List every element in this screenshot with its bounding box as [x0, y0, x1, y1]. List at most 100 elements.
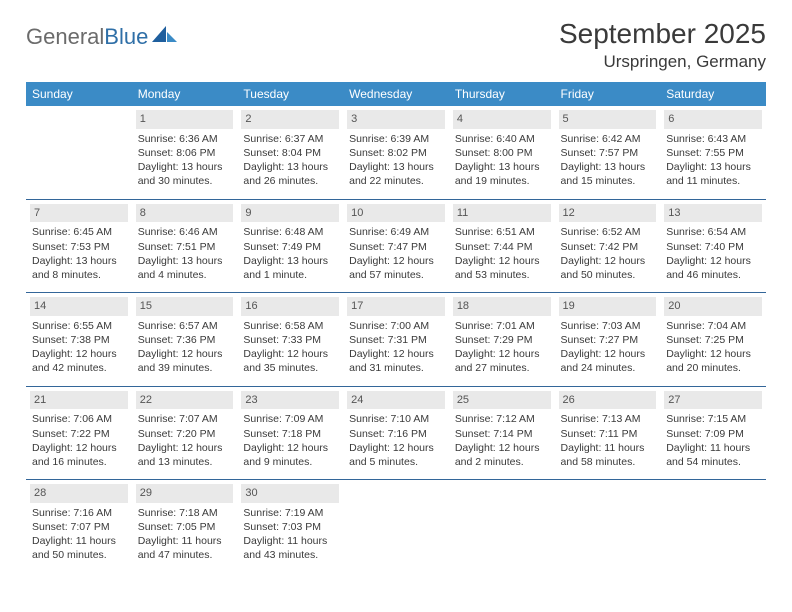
sunset-text: Sunset: 7:40 PM: [666, 240, 760, 254]
sunrise-text: Sunrise: 7:15 AM: [666, 412, 760, 426]
daylight-text: Daylight: 12 hours and 39 minutes.: [138, 347, 232, 375]
calendar-week-row: 28Sunrise: 7:16 AMSunset: 7:07 PMDayligh…: [26, 480, 766, 573]
sunrise-text: Sunrise: 6:45 AM: [32, 225, 126, 239]
sunset-text: Sunset: 7:11 PM: [561, 427, 655, 441]
daylight-text: Daylight: 11 hours and 47 minutes.: [138, 534, 232, 562]
daylight-text: Daylight: 13 hours and 19 minutes.: [455, 160, 549, 188]
cell-content: Sunrise: 6:58 AMSunset: 7:33 PMDaylight:…: [241, 319, 339, 376]
sunrise-text: Sunrise: 6:54 AM: [666, 225, 760, 239]
cell-content: Sunrise: 6:55 AMSunset: 7:38 PMDaylight:…: [30, 319, 128, 376]
sunrise-text: Sunrise: 6:39 AM: [349, 132, 443, 146]
daylight-text: Daylight: 12 hours and 24 minutes.: [561, 347, 655, 375]
sunrise-text: Sunrise: 7:07 AM: [138, 412, 232, 426]
daylight-text: Daylight: 12 hours and 16 minutes.: [32, 441, 126, 469]
cell-content: Sunrise: 7:07 AMSunset: 7:20 PMDaylight:…: [136, 412, 234, 469]
daylight-text: Daylight: 12 hours and 13 minutes.: [138, 441, 232, 469]
sunset-text: Sunset: 7:38 PM: [32, 333, 126, 347]
sunset-text: Sunset: 7:31 PM: [349, 333, 443, 347]
cell-content: Sunrise: 7:10 AMSunset: 7:16 PMDaylight:…: [347, 412, 445, 469]
calendar-cell: 4Sunrise: 6:40 AMSunset: 8:00 PMDaylight…: [449, 106, 555, 199]
cell-content: Sunrise: 6:57 AMSunset: 7:36 PMDaylight:…: [136, 319, 234, 376]
day-header: Friday: [555, 82, 661, 106]
daylight-text: Daylight: 13 hours and 11 minutes.: [666, 160, 760, 188]
calendar-cell: 16 Sunrise: 6:58 AMSunset: 7:33 PMDayligh…: [237, 293, 343, 387]
day-number: 8: [136, 204, 234, 223]
day-number: 15: [136, 297, 234, 316]
cell-content: Sunrise: 7:18 AMSunset: 7:05 PMDaylight:…: [136, 506, 234, 563]
sunset-text: Sunset: 8:02 PM: [349, 146, 443, 160]
calendar-cell: 26Sunrise: 7:13 AMSunset: 7:11 PMDayligh…: [555, 386, 661, 480]
calendar-cell: 29Sunrise: 7:18 AMSunset: 7:05 PMDayligh…: [132, 480, 238, 573]
cell-content: Sunrise: 7:13 AMSunset: 7:11 PMDaylight:…: [559, 412, 657, 469]
sunset-text: Sunset: 7:44 PM: [455, 240, 549, 254]
calendar-cell: 9Sunrise: 6:48 AMSunset: 7:49 PMDaylight…: [237, 199, 343, 293]
day-number: 14: [30, 297, 128, 316]
daylight-text: Daylight: 12 hours and 31 minutes.: [349, 347, 443, 375]
day-number: 10: [347, 204, 445, 223]
daylight-text: Daylight: 12 hours and 5 minutes.: [349, 441, 443, 469]
cell-content: Sunrise: 6:52 AMSunset: 7:42 PMDaylight:…: [559, 225, 657, 282]
day-number: 16: [241, 297, 339, 316]
calendar-cell: 28Sunrise: 7:16 AMSunset: 7:07 PMDayligh…: [26, 480, 132, 573]
sunset-text: Sunset: 7:42 PM: [561, 240, 655, 254]
daylight-text: Daylight: 12 hours and 2 minutes.: [455, 441, 549, 469]
daylight-text: Daylight: 12 hours and 50 minutes.: [561, 254, 655, 282]
daylight-text: Daylight: 13 hours and 1 minute.: [243, 254, 337, 282]
sunset-text: Sunset: 8:06 PM: [138, 146, 232, 160]
cell-content: Sunrise: 7:12 AMSunset: 7:14 PMDaylight:…: [453, 412, 551, 469]
calendar-cell: 14 Sunrise: 6:55 AMSunset: 7:38 PMDayligh…: [26, 293, 132, 387]
sunrise-text: Sunrise: 6:37 AM: [243, 132, 337, 146]
sunrise-text: Sunrise: 7:18 AM: [138, 506, 232, 520]
calendar-cell: 24Sunrise: 7:10 AMSunset: 7:16 PMDayligh…: [343, 386, 449, 480]
cell-content: Sunrise: 7:15 AMSunset: 7:09 PMDaylight:…: [664, 412, 762, 469]
day-number: 23: [241, 391, 339, 410]
calendar-cell: 30 Sunrise: 7:19 AMSunset: 7:03 PMDayligh…: [237, 480, 343, 573]
day-header: Saturday: [660, 82, 766, 106]
cell-content: Sunrise: 7:19 AMSunset: 7:03 PMDaylight:…: [241, 506, 339, 563]
day-number: 2: [241, 110, 339, 129]
calendar-cell: 25Sunrise: 7:12 AMSunset: 7:14 PMDayligh…: [449, 386, 555, 480]
calendar-cell: [449, 480, 555, 573]
sunrise-text: Sunrise: 6:36 AM: [138, 132, 232, 146]
sunset-text: Sunset: 7:36 PM: [138, 333, 232, 347]
calendar-cell: [555, 480, 661, 573]
cell-content: Sunrise: 6:42 AMSunset: 7:57 PMDaylight:…: [559, 132, 657, 189]
sunrise-text: Sunrise: 7:03 AM: [561, 319, 655, 333]
calendar-cell: 15 Sunrise: 6:57 AMSunset: 7:36 PMDayligh…: [132, 293, 238, 387]
sunrise-text: Sunrise: 7:06 AM: [32, 412, 126, 426]
calendar-week-row: 21 Sunrise: 7:06 AMSunset: 7:22 PMDayligh…: [26, 386, 766, 480]
day-number: 5: [559, 110, 657, 129]
sunset-text: Sunset: 7:25 PM: [666, 333, 760, 347]
calendar-cell: [660, 480, 766, 573]
sunset-text: Sunset: 7:49 PM: [243, 240, 337, 254]
daylight-text: Daylight: 13 hours and 26 minutes.: [243, 160, 337, 188]
day-header: Monday: [132, 82, 238, 106]
sunrise-text: Sunrise: 6:49 AM: [349, 225, 443, 239]
sunset-text: Sunset: 7:53 PM: [32, 240, 126, 254]
day-number: 6: [664, 110, 762, 129]
day-number: 30: [241, 484, 339, 503]
sunset-text: Sunset: 7:27 PM: [561, 333, 655, 347]
sunset-text: Sunset: 7:20 PM: [138, 427, 232, 441]
sunrise-text: Sunrise: 6:58 AM: [243, 319, 337, 333]
cell-content: Sunrise: 6:54 AMSunset: 7:40 PMDaylight:…: [664, 225, 762, 282]
daylight-text: Daylight: 12 hours and 57 minutes.: [349, 254, 443, 282]
cell-content: Sunrise: 6:46 AMSunset: 7:51 PMDaylight:…: [136, 225, 234, 282]
calendar-cell: 10Sunrise: 6:49 AMSunset: 7:47 PMDayligh…: [343, 199, 449, 293]
day-number: 4: [453, 110, 551, 129]
calendar-cell: 18Sunrise: 7:01 AMSunset: 7:29 PMDayligh…: [449, 293, 555, 387]
sunrise-text: Sunrise: 7:09 AM: [243, 412, 337, 426]
calendar-cell: 19Sunrise: 7:03 AMSunset: 7:27 PMDayligh…: [555, 293, 661, 387]
cell-content: Sunrise: 7:16 AMSunset: 7:07 PMDaylight:…: [30, 506, 128, 563]
cell-content: Sunrise: 6:39 AMSunset: 8:02 PMDaylight:…: [347, 132, 445, 189]
day-number: 21: [30, 391, 128, 410]
cell-content: Sunrise: 6:51 AMSunset: 7:44 PMDaylight:…: [453, 225, 551, 282]
day-number: 17: [347, 297, 445, 316]
cell-content: Sunrise: 7:06 AMSunset: 7:22 PMDaylight:…: [30, 412, 128, 469]
sunrise-text: Sunrise: 7:00 AM: [349, 319, 443, 333]
calendar-cell: 6Sunrise: 6:43 AMSunset: 7:55 PMDaylight…: [660, 106, 766, 199]
sunset-text: Sunset: 7:55 PM: [666, 146, 760, 160]
calendar-cell: [343, 480, 449, 573]
calendar-cell: 23Sunrise: 7:09 AMSunset: 7:18 PMDayligh…: [237, 386, 343, 480]
title-block: September 2025 Urspringen, Germany: [559, 18, 766, 72]
